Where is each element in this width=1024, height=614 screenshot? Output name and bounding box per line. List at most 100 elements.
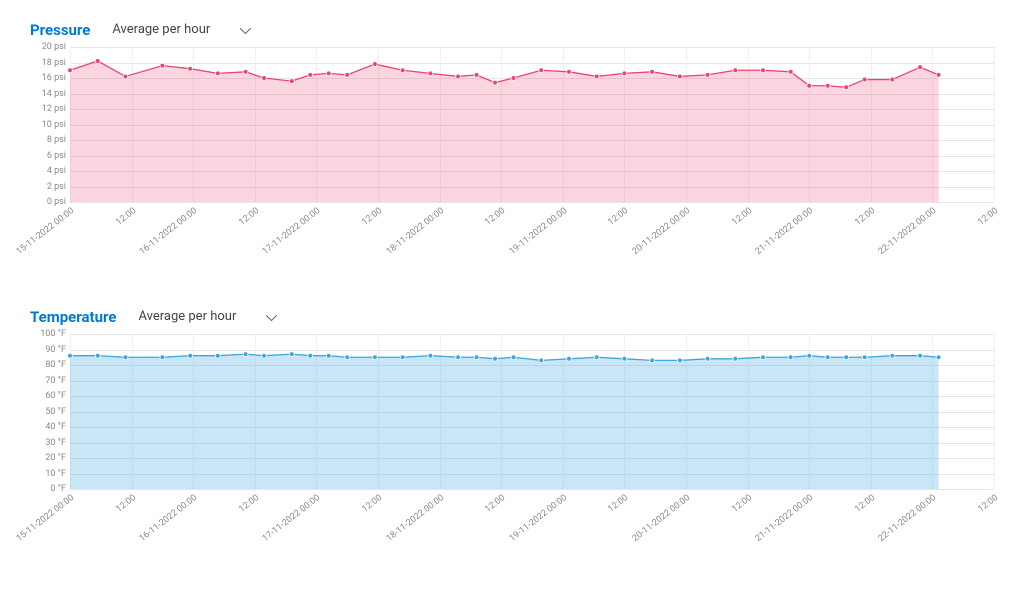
y-tick-label: 60 °F — [45, 391, 66, 401]
data-point[interactable] — [493, 356, 498, 361]
data-point[interactable] — [123, 74, 128, 79]
x-axis: 15-11-2022 00:0012:0016-11-2022 00:0012:… — [70, 202, 994, 257]
y-tick-label: 12 psi — [42, 104, 66, 114]
data-point[interactable] — [215, 353, 220, 358]
data-point[interactable] — [308, 353, 313, 358]
data-point[interactable] — [539, 358, 544, 363]
plot — [70, 334, 994, 489]
aggregation-dropdown[interactable]: Average per hour — [108, 20, 252, 39]
data-point[interactable] — [262, 76, 267, 81]
data-point[interactable] — [936, 73, 941, 78]
x-tick-label: 12:00 — [853, 493, 877, 515]
data-point[interactable] — [825, 83, 830, 88]
x-tick-label: 22-11-2022 00:00 — [877, 493, 938, 544]
data-point[interactable] — [188, 353, 193, 358]
data-point[interactable] — [650, 358, 655, 363]
data-point[interactable] — [308, 73, 313, 78]
data-point[interactable] — [160, 63, 165, 68]
data-point[interactable] — [862, 355, 867, 360]
y-tick-label: 100 °F — [40, 329, 66, 339]
data-point[interactable] — [326, 71, 331, 76]
data-point[interactable] — [474, 73, 479, 78]
data-point[interactable] — [567, 69, 572, 74]
data-point[interactable] — [428, 353, 433, 358]
data-point[interactable] — [807, 83, 812, 88]
chevron-down-icon — [266, 309, 277, 320]
data-point[interactable] — [400, 68, 405, 73]
data-point[interactable] — [918, 65, 923, 70]
data-point[interactable] — [622, 71, 627, 76]
y-tick-label: 90 °F — [45, 345, 66, 355]
data-point[interactable] — [456, 74, 461, 79]
data-point[interactable] — [474, 355, 479, 360]
data-point[interactable] — [677, 74, 682, 79]
data-point[interactable] — [705, 73, 710, 78]
data-point[interactable] — [160, 355, 165, 360]
data-point[interactable] — [243, 69, 248, 74]
data-point[interactable] — [243, 352, 248, 357]
data-point[interactable] — [918, 353, 923, 358]
data-point[interactable] — [890, 77, 895, 82]
data-point[interactable] — [68, 353, 73, 358]
data-point[interactable] — [567, 356, 572, 361]
y-tick-label: 2 psi — [47, 182, 66, 192]
data-point[interactable] — [761, 355, 766, 360]
data-point[interactable] — [807, 353, 812, 358]
data-point[interactable] — [400, 355, 405, 360]
data-point[interactable] — [373, 355, 378, 360]
data-point[interactable] — [594, 74, 599, 79]
chart-area: 0 psi2 psi4 psi6 psi8 psi10 psi12 psi14 … — [30, 47, 994, 202]
chart-header: TemperatureAverage per hour — [30, 307, 994, 326]
dropdown-label: Average per hour — [138, 309, 236, 324]
data-point[interactable] — [733, 356, 738, 361]
data-point[interactable] — [345, 73, 350, 78]
x-tick-label: 12:00 — [237, 206, 261, 228]
data-point[interactable] — [594, 355, 599, 360]
x-tick-label: 12:00 — [237, 493, 261, 515]
data-point[interactable] — [844, 85, 849, 90]
x-tick-label: 12:00 — [484, 493, 508, 515]
data-point[interactable] — [95, 353, 100, 358]
data-point[interactable] — [373, 62, 378, 67]
y-tick-label: 50 °F — [45, 407, 66, 417]
data-point[interactable] — [825, 355, 830, 360]
grid-line — [994, 47, 995, 202]
data-point[interactable] — [68, 68, 73, 73]
data-point[interactable] — [761, 68, 766, 73]
data-point[interactable] — [788, 69, 793, 74]
x-axis: 15-11-2022 00:0012:0016-11-2022 00:0012:… — [70, 489, 994, 544]
aggregation-dropdown[interactable]: Average per hour — [134, 307, 278, 326]
data-point[interactable] — [326, 353, 331, 358]
data-point[interactable] — [622, 356, 627, 361]
chart-title: Pressure — [30, 21, 90, 39]
data-point[interactable] — [493, 80, 498, 85]
x-tick-label: 22-11-2022 00:00 — [877, 206, 938, 257]
data-point[interactable] — [289, 352, 294, 357]
x-tick-label: 12:00 — [976, 493, 1000, 515]
data-point[interactable] — [511, 355, 516, 360]
y-tick-label: 8 psi — [47, 135, 66, 145]
data-point[interactable] — [788, 355, 793, 360]
data-point[interactable] — [677, 358, 682, 363]
data-point[interactable] — [890, 353, 895, 358]
data-point[interactable] — [539, 68, 544, 73]
data-point[interactable] — [862, 77, 867, 82]
data-point[interactable] — [733, 68, 738, 73]
y-tick-label: 18 psi — [42, 58, 66, 68]
data-point[interactable] — [215, 71, 220, 76]
data-point[interactable] — [123, 355, 128, 360]
data-point[interactable] — [345, 355, 350, 360]
data-point[interactable] — [511, 76, 516, 81]
data-point[interactable] — [95, 59, 100, 64]
y-tick-label: 10 psi — [42, 120, 66, 130]
data-point[interactable] — [188, 66, 193, 71]
data-point[interactable] — [456, 355, 461, 360]
data-point[interactable] — [428, 71, 433, 76]
data-point[interactable] — [289, 79, 294, 84]
data-point[interactable] — [705, 356, 710, 361]
y-tick-label: 4 psi — [47, 166, 66, 176]
data-point[interactable] — [936, 355, 941, 360]
data-point[interactable] — [262, 353, 267, 358]
data-point[interactable] — [844, 355, 849, 360]
data-point[interactable] — [650, 69, 655, 74]
